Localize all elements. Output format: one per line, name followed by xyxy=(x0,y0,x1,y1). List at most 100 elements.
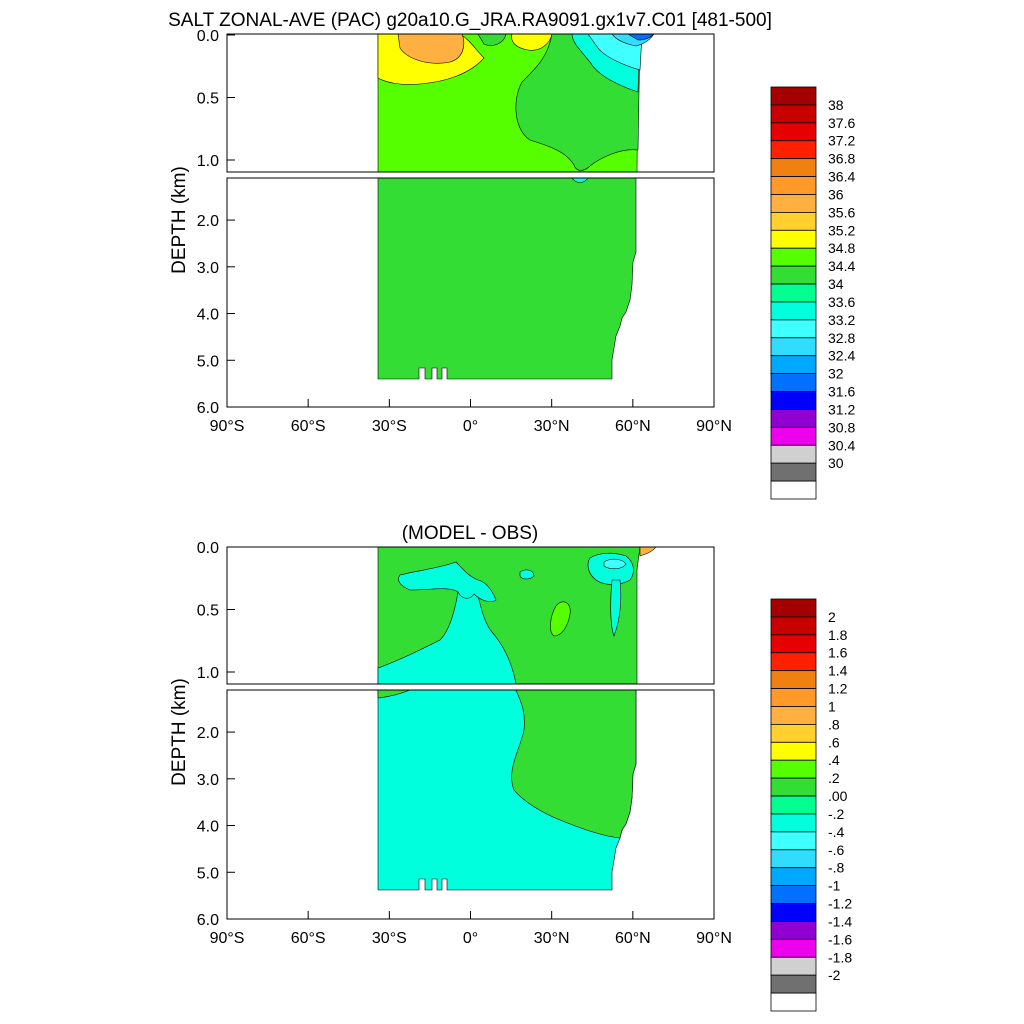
diff-subsurface-negative xyxy=(398,561,497,602)
diff-small-negative xyxy=(519,569,535,580)
y-tick-label: 1.0 xyxy=(197,665,219,682)
y-tick-label: 0.0 xyxy=(197,540,219,557)
colorbar-box xyxy=(770,426,817,446)
colorbar-box xyxy=(770,247,817,267)
x-tick-label: 90°S xyxy=(210,930,245,947)
colorbar-box xyxy=(770,903,817,922)
colorbar-label: 34.4 xyxy=(828,258,855,274)
colorbar-label: 34 xyxy=(828,276,844,292)
colorbar-label: 31.6 xyxy=(828,384,855,400)
colorbar-label: 30.8 xyxy=(828,419,855,435)
y-tick-label: 3.0 xyxy=(197,772,219,789)
colorbar-label: .6 xyxy=(828,734,840,750)
chart-2: (MODEL - OBS) 90°S 60°S 30°S 0° 30°N 60°N 90°N… xyxy=(169,523,852,1012)
chart-2-axes: 90°S 60°S 30°S 0° 30°N 60°N 90°N 0.0 0.5 1.0 2.0 3.… xyxy=(197,540,732,947)
colorbar-label: -.6 xyxy=(828,842,845,858)
colorbar-label: 31.2 xyxy=(828,401,855,417)
y-tick-label: 1.0 xyxy=(197,153,219,170)
colorbar-label: 34.8 xyxy=(828,240,855,256)
colorbar-box xyxy=(770,373,817,392)
colorbar-box xyxy=(770,409,817,428)
chart-1-upper-field xyxy=(377,34,655,172)
y-tick-label: 2.0 xyxy=(197,725,219,742)
colorbar-box xyxy=(770,741,817,761)
salt-subtropic-north-yellow xyxy=(511,34,553,51)
colorbar-label: 38 xyxy=(828,97,844,113)
colorbar-box xyxy=(770,283,817,303)
y-tick-label: 0.5 xyxy=(197,603,219,620)
colorbar-box xyxy=(770,921,817,940)
colorbar-label: -.4 xyxy=(828,824,845,840)
colorbar-label: 30 xyxy=(828,455,844,471)
colorbar-label: 36 xyxy=(828,186,844,202)
chart-1-title: SALT ZONAL-AVE (PAC) g20a10.G_JRA.RA9091… xyxy=(168,10,772,31)
colorbar-label: 1 xyxy=(828,698,836,714)
colorbar-label: -.2 xyxy=(828,806,845,822)
chart-2-colorbar: 21.81.61.41.21.8.6.4.2.00-.2-.4-.6-.8-1-… xyxy=(770,598,852,1012)
x-tick-label: 90°N xyxy=(696,930,732,947)
colorbar-box xyxy=(770,956,817,976)
colorbar-box xyxy=(770,813,817,833)
colorbar-box xyxy=(770,723,817,743)
colorbar-box xyxy=(770,444,817,464)
colorbar-box xyxy=(770,867,817,887)
colorbar-box xyxy=(770,319,817,339)
x-tick-label: 60°S xyxy=(291,418,326,435)
x-tick-label: 60°S xyxy=(291,930,326,947)
diff-positive-blob xyxy=(550,601,571,637)
diff-north-lightblue xyxy=(603,558,627,570)
colorbar-box xyxy=(770,992,817,1012)
colorbar-box xyxy=(770,176,817,195)
colorbar-label: -1.6 xyxy=(828,931,852,947)
colorbar-label: -1.4 xyxy=(828,913,852,929)
colorbar-label: 1.8 xyxy=(828,627,848,643)
chart-1-upper-frame xyxy=(226,33,715,173)
y-tick-label: 2.0 xyxy=(197,213,219,230)
colorbar-box xyxy=(770,194,817,213)
x-tick-label: 30°S xyxy=(372,418,407,435)
colorbar-box xyxy=(770,974,817,994)
y-tick-label: 6.0 xyxy=(197,400,219,417)
x-tick-label: 90°S xyxy=(210,418,245,435)
x-tick-label: 30°S xyxy=(372,930,407,947)
chart-2-ylabel: DEPTH (km) xyxy=(169,678,190,786)
colorbar-label: -2 xyxy=(828,967,841,983)
y-tick-label: 0.5 xyxy=(197,91,219,108)
colorbar-label: 2 xyxy=(828,609,836,625)
colorbar-label: -.8 xyxy=(828,860,845,876)
x-tick-label: 0° xyxy=(463,930,478,947)
colorbar-box xyxy=(770,86,817,106)
colorbar-label: 36.8 xyxy=(828,151,855,167)
colorbar-box xyxy=(770,462,817,482)
diff-edge-spot xyxy=(639,547,657,557)
colorbar-label: 32.4 xyxy=(828,348,855,364)
colorbar-label: -1.8 xyxy=(828,949,852,965)
y-tick-label: 6.0 xyxy=(197,912,219,929)
chart-2-upper-frame xyxy=(226,546,715,685)
chart-2-upper-field xyxy=(377,547,657,684)
chart-2-title: (MODEL - OBS) xyxy=(402,523,539,544)
x-tick-label: 60°N xyxy=(615,930,651,947)
chart-1-axes: 90°S 60°S 30°S 0° 30°N 60°N 90°N 0.0 0.5 1.0 2.0 3.… xyxy=(197,28,732,435)
colorbar-label: .4 xyxy=(828,752,840,768)
x-tick-label: 30°N xyxy=(534,418,570,435)
colorbar-label: 33.6 xyxy=(828,294,855,310)
colorbar-box xyxy=(770,598,817,618)
x-tick-label: 60°N xyxy=(615,418,651,435)
colorbar-box xyxy=(770,849,817,869)
colorbar-box xyxy=(770,211,817,231)
colorbar-box xyxy=(770,122,817,142)
colorbar-label: 30.4 xyxy=(828,437,855,453)
colorbar-box xyxy=(770,759,817,779)
chart-1-lower-field xyxy=(377,178,637,380)
colorbar-box xyxy=(770,265,817,285)
colorbar-box xyxy=(770,391,817,410)
y-tick-label: 5.0 xyxy=(197,353,219,370)
colorbar-box xyxy=(770,795,817,815)
colorbar-box xyxy=(770,706,817,725)
colorbar-label: .00 xyxy=(828,788,848,804)
salt-subtropic-south-orange xyxy=(397,34,465,64)
colorbar-box xyxy=(770,831,817,851)
colorbar-box xyxy=(770,480,817,500)
